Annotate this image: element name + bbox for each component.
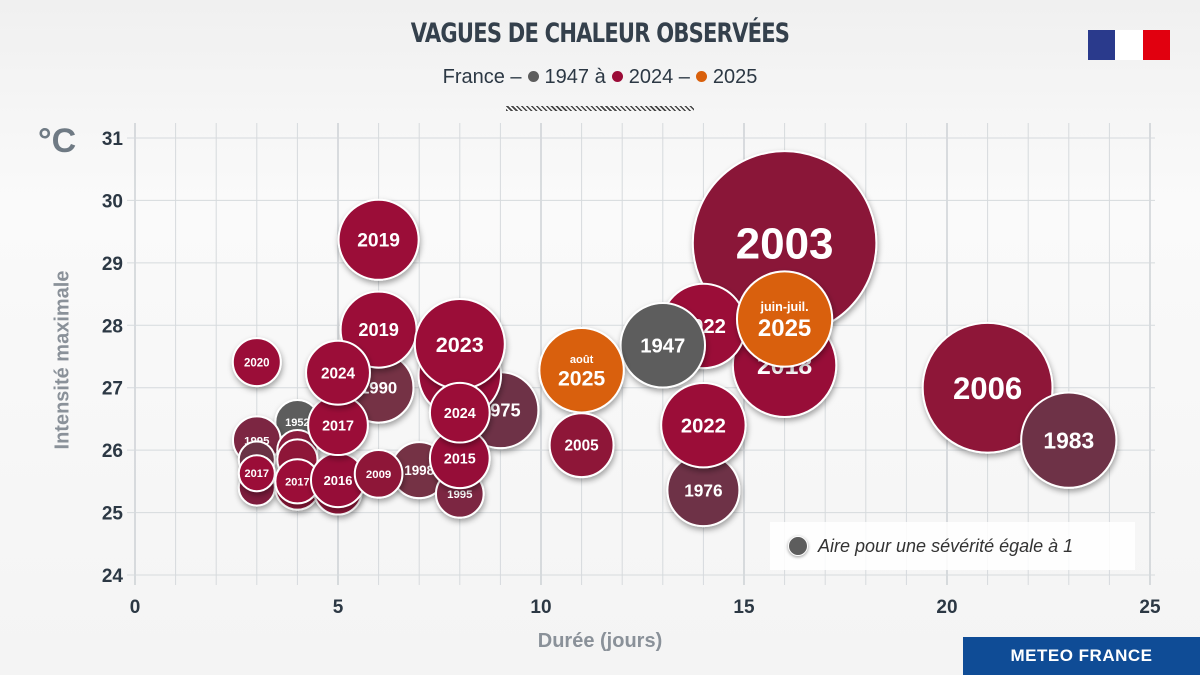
bubble-circle <box>660 381 747 469</box>
bubble-label: 2024 <box>321 365 356 382</box>
chart-title: VAGUES DE CHALEUR OBSERVÉES <box>410 18 790 49</box>
y-tick-label: 25 <box>102 504 124 525</box>
orange-dot-icon <box>695 71 707 82</box>
bubble: 2003 <box>691 150 878 336</box>
bubble-circle <box>305 339 371 406</box>
y-tick-label: 27 <box>102 379 123 400</box>
y-tick-label: 31 <box>102 129 124 150</box>
bubble-circle <box>921 321 1054 454</box>
bubble: 2020 <box>231 337 282 388</box>
bubble-circle <box>548 412 615 479</box>
bubble-circle <box>428 381 491 444</box>
bubble: 1947 <box>619 302 707 389</box>
bubble-label: 2019 <box>357 231 400 252</box>
bubble: 2005 <box>548 412 615 479</box>
bubble-label: 2017 <box>245 468 269 480</box>
bubble: 2017 <box>274 458 321 505</box>
legend-bubble-icon <box>788 536 808 556</box>
bubble-circle <box>237 454 276 493</box>
bubble-label: 2019 <box>358 320 399 340</box>
bubble: 2024 <box>305 339 371 406</box>
bubble-label: 2024 <box>444 406 476 422</box>
bubble: 2024 <box>428 381 491 444</box>
bubble-label: 2005 <box>565 438 600 455</box>
bubble-label: 1983 <box>1043 427 1094 453</box>
bubble-label: 2023 <box>436 332 484 357</box>
hatch-divider <box>506 106 694 111</box>
crimson-dot-icon <box>611 71 623 82</box>
bubble-label: 1952 <box>285 417 309 429</box>
x-tick-label: 25 <box>1139 597 1161 618</box>
chart-subtitle: France – 1947 à 2024 – 2025 <box>0 66 1200 89</box>
subtitle-2025: 2025 <box>712 66 758 88</box>
bubble-label: 2015 <box>444 451 476 467</box>
x-tick-label: 20 <box>936 597 957 618</box>
grey-dot-icon <box>527 71 539 82</box>
republique-francaise-logo <box>1088 30 1170 60</box>
y-axis-label: Intensité maximale <box>51 270 74 450</box>
bubble-label: 1990 <box>360 379 397 398</box>
x-tick-label: 5 <box>333 597 344 618</box>
bubbles: 200320182022juin-juil.20251947août202520… <box>231 150 1118 528</box>
bubble-circle <box>735 270 834 368</box>
bubble: 1983 <box>1020 391 1118 489</box>
bubble-sublabel: août <box>570 354 594 366</box>
bubble-circle <box>337 198 420 281</box>
bubble-label: 2003 <box>736 220 834 269</box>
bubble-label: 2022 <box>681 415 726 437</box>
bubble-circle <box>353 449 404 499</box>
bubble-circle <box>1020 391 1118 489</box>
bubble-label: 1998 <box>404 463 434 478</box>
x-tick-label: 10 <box>530 597 551 618</box>
bubble-label: 1995 <box>447 489 473 501</box>
bubble-label: 1947 <box>640 336 685 358</box>
x-tick-label: 0 <box>130 597 141 618</box>
y-tick-label: 24 <box>102 566 124 587</box>
bubble-label: 2025 <box>758 315 811 342</box>
bubble-circle <box>231 337 282 388</box>
bubble: 2023 <box>413 298 506 391</box>
bubble: 2006 <box>921 321 1054 454</box>
bubble-label: 2006 <box>953 371 1022 406</box>
y-tick-label: 28 <box>102 316 123 337</box>
bubble-label: 2016 <box>324 473 353 488</box>
bubble-label: 2017 <box>285 476 309 488</box>
bubble-label: 2009 <box>366 469 391 481</box>
y-tick-label: 30 <box>102 191 123 212</box>
bubble-sublabel: juin-juil. <box>760 300 809 314</box>
x-tick-label: 15 <box>733 597 755 618</box>
y-unit: °C <box>38 122 77 160</box>
subtitle-2024: 2024 – <box>628 66 690 88</box>
bubble-label: 1976 <box>684 480 722 500</box>
bubble-label: 2020 <box>244 357 270 369</box>
x-axis-label: Durée (jours) <box>537 630 663 652</box>
bubble-label: 2025 <box>558 366 605 390</box>
subtitle-prefix: France – <box>442 66 522 88</box>
bubble-circle <box>619 302 707 389</box>
legend-label: Aire pour une sévérité égale à 1 <box>818 535 1074 556</box>
legend: Aire pour une sévérité égale à 1 <box>770 522 1135 570</box>
y-tick-label: 29 <box>102 254 123 275</box>
bubble: 1976 <box>666 453 741 528</box>
bubble: 2017 <box>237 454 276 493</box>
meteo-france-badge: METEO FRANCE <box>963 637 1200 675</box>
y-tick-label: 26 <box>102 441 123 462</box>
bubble: 2022 <box>660 381 747 469</box>
bubble: 2019 <box>337 198 420 281</box>
bubble-label: 2017 <box>322 418 354 434</box>
bubble: 2009 <box>353 449 404 499</box>
bubble: 2015 <box>428 427 491 490</box>
bubble: juin-juil.2025 <box>735 270 834 368</box>
subtitle-1947: 1947 à <box>544 66 606 88</box>
